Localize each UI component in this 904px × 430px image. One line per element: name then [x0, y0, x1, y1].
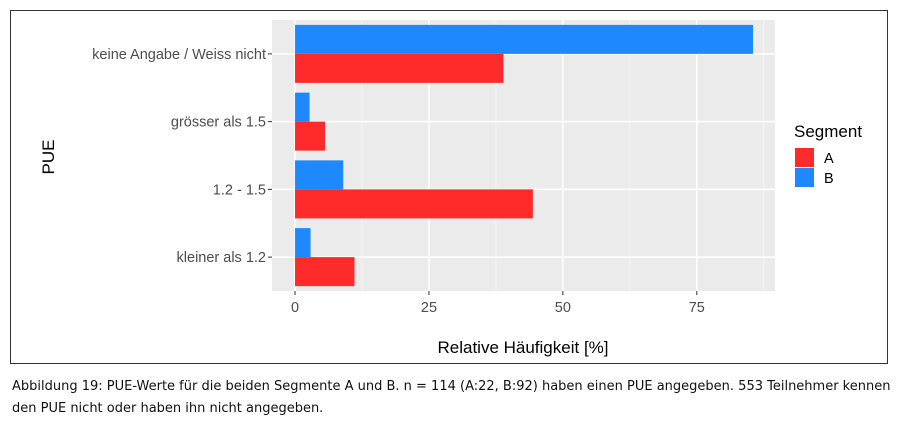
bar-A [295, 257, 355, 287]
bar-A [295, 53, 504, 83]
figure-frame [10, 10, 888, 364]
y-tick-label: keine Angabe / Weiss nicht [92, 47, 266, 63]
x-tick-label: 25 [421, 300, 437, 316]
bar-B [295, 160, 344, 190]
legend-label-B: B [824, 171, 834, 187]
bar-B [295, 228, 311, 258]
bar-A [295, 121, 326, 151]
y-tick-label: kleiner als 1.2 [177, 250, 266, 266]
bar-B [295, 24, 754, 54]
x-tick-label: 50 [555, 300, 571, 316]
y-axis-label: PUE [39, 140, 58, 175]
x-axis-label: Relative Häufigkeit [%] [437, 338, 608, 357]
y-tick-label: 1.2 - 1.5 [213, 182, 266, 198]
y-tick-label: grösser als 1.5 [171, 115, 266, 131]
bar-B [295, 92, 310, 122]
legend-title: Segment [794, 122, 862, 141]
x-tick-label: 0 [291, 300, 299, 316]
legend: Segment AB [794, 122, 862, 187]
figure-caption: Abbildung 19: PUE-Werte für die beiden S… [12, 379, 891, 416]
x-tick-label: 75 [689, 300, 705, 316]
legend-label-A: A [824, 151, 834, 167]
bar-chart: keine Angabe / Weiss nicht grösser als 1.… [39, 20, 862, 357]
legend-key-B [795, 168, 814, 187]
legend-key-A [795, 148, 814, 167]
bar-A [295, 189, 533, 219]
